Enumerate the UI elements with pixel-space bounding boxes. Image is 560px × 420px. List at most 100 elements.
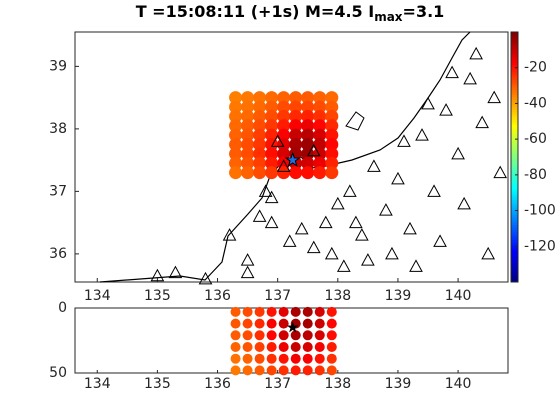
depth-point xyxy=(314,330,325,341)
grid-point xyxy=(313,166,327,180)
depth-point xyxy=(266,318,277,329)
grid-point xyxy=(313,91,327,105)
grid-point xyxy=(301,128,315,142)
depth-x-tick-label: 138 xyxy=(324,376,351,392)
depth-point xyxy=(230,342,241,352)
grid-point xyxy=(313,119,327,133)
station xyxy=(355,228,369,241)
grid-point xyxy=(325,138,339,151)
depth-point xyxy=(278,306,289,317)
grid-point xyxy=(301,156,315,170)
title-main: T =15:08:11 (+1s) M=4.5 I xyxy=(136,2,375,21)
colorbar-cell xyxy=(511,52,518,55)
station xyxy=(427,184,441,197)
colorbar-cell xyxy=(511,132,518,135)
grid-point xyxy=(301,166,315,180)
station xyxy=(451,146,465,160)
depth-point xyxy=(302,342,313,352)
y-tick-label: 38 xyxy=(49,121,67,137)
depth-point xyxy=(278,342,289,352)
depth-point xyxy=(230,353,241,364)
station xyxy=(397,134,411,147)
colorbar-cell xyxy=(511,262,518,265)
colorbar-cell xyxy=(511,174,518,178)
colorbar-cell xyxy=(511,37,518,40)
station xyxy=(409,259,423,272)
colorbar-cell xyxy=(511,167,518,170)
colorbar-cell xyxy=(511,72,518,75)
grid-point xyxy=(325,100,339,114)
colorbar-cell xyxy=(511,227,518,230)
x-tick-label: 139 xyxy=(385,288,412,304)
colorbar-cell xyxy=(511,212,518,215)
colorbar-tick-label: -100 xyxy=(524,203,556,219)
station xyxy=(240,253,255,266)
station xyxy=(240,265,255,279)
grid-point xyxy=(241,119,255,133)
grid-point xyxy=(241,156,255,170)
colorbar-cell xyxy=(511,274,518,278)
colorbar-tick-label: -80 xyxy=(524,167,547,183)
station xyxy=(421,96,435,110)
colorbar-cell xyxy=(511,39,518,43)
grid-point xyxy=(229,166,243,180)
colorbar-tick-label: -60 xyxy=(524,131,547,147)
colorbar-cell xyxy=(511,119,518,123)
station xyxy=(276,159,291,172)
station xyxy=(391,171,405,185)
station xyxy=(415,128,429,141)
depth-x-tick-label: 140 xyxy=(445,376,472,392)
depth-point xyxy=(242,365,253,376)
colorbar-tick-label: -120 xyxy=(524,238,556,254)
grid-point xyxy=(289,119,303,133)
depth-point xyxy=(278,365,289,376)
colorbar-cell xyxy=(511,177,518,180)
depth-tick-label: 0 xyxy=(58,300,67,316)
colorbar-cell xyxy=(511,152,518,155)
colorbar-cell xyxy=(511,192,518,195)
grid-point xyxy=(229,119,243,133)
grid-point xyxy=(253,128,267,142)
colorbar-cell xyxy=(511,94,518,98)
colorbar-cell xyxy=(511,179,518,183)
colorbar-cell xyxy=(511,254,518,258)
y-tick-label: 36 xyxy=(49,246,67,262)
grid-point xyxy=(241,128,255,142)
station xyxy=(270,134,285,147)
depth-point xyxy=(254,306,265,317)
depth-point xyxy=(326,318,337,329)
depth-point xyxy=(290,306,301,317)
station xyxy=(294,221,309,235)
colorbar-cell xyxy=(511,239,518,243)
colorbar-cell xyxy=(511,199,518,203)
station xyxy=(264,215,279,229)
grid-point xyxy=(325,91,339,105)
depth-point xyxy=(278,318,289,329)
grid-point xyxy=(289,100,303,114)
station xyxy=(379,203,393,216)
colorbar-cell xyxy=(511,89,518,93)
depth-axes xyxy=(74,307,509,374)
station xyxy=(168,265,183,279)
epicenter-depth xyxy=(286,321,299,333)
station xyxy=(475,115,489,129)
station xyxy=(306,143,321,157)
station xyxy=(222,228,237,241)
colorbar-cell xyxy=(511,204,518,208)
station xyxy=(198,271,213,285)
colorbar-cell xyxy=(511,107,518,110)
colorbar-cell xyxy=(511,144,518,148)
grid-point xyxy=(265,119,279,133)
colorbar-cell xyxy=(511,62,518,65)
depth-x-tick-label: 139 xyxy=(385,376,412,392)
colorbar-cell xyxy=(511,42,518,45)
grid-point xyxy=(253,109,267,123)
grid-point xyxy=(253,91,267,105)
depth-point xyxy=(254,318,265,329)
grid-point xyxy=(241,166,255,180)
grid-point xyxy=(241,138,255,151)
grid-point xyxy=(301,91,315,105)
station xyxy=(324,246,339,260)
grid-point xyxy=(325,109,339,123)
